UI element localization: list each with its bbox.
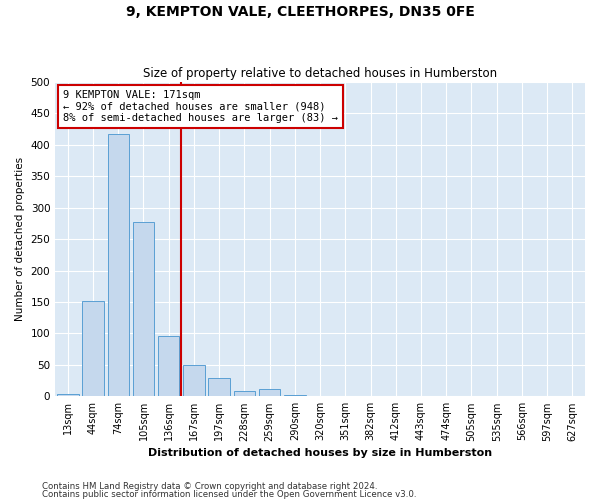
Bar [133,222,154,396]
Text: 9 KEMPTON VALE: 171sqm
← 92% of detached houses are smaller (948)
8% of semi-det: 9 KEMPTON VALE: 171sqm ← 92% of detached… [63,90,338,123]
Title: Size of property relative to detached houses in Humberston: Size of property relative to detached ho… [143,66,497,80]
Bar [57,394,79,396]
Bar [82,301,104,396]
Bar [183,365,205,396]
Bar [158,336,179,396]
Bar [107,134,129,396]
Bar [259,390,280,396]
X-axis label: Distribution of detached houses by size in Humberston: Distribution of detached houses by size … [148,448,492,458]
Bar [284,395,305,396]
Bar [208,378,230,396]
Text: Contains HM Land Registry data © Crown copyright and database right 2024.: Contains HM Land Registry data © Crown c… [42,482,377,491]
Y-axis label: Number of detached properties: Number of detached properties [15,157,25,322]
Text: 9, KEMPTON VALE, CLEETHORPES, DN35 0FE: 9, KEMPTON VALE, CLEETHORPES, DN35 0FE [125,5,475,19]
Bar [233,392,255,396]
Text: Contains public sector information licensed under the Open Government Licence v3: Contains public sector information licen… [42,490,416,499]
